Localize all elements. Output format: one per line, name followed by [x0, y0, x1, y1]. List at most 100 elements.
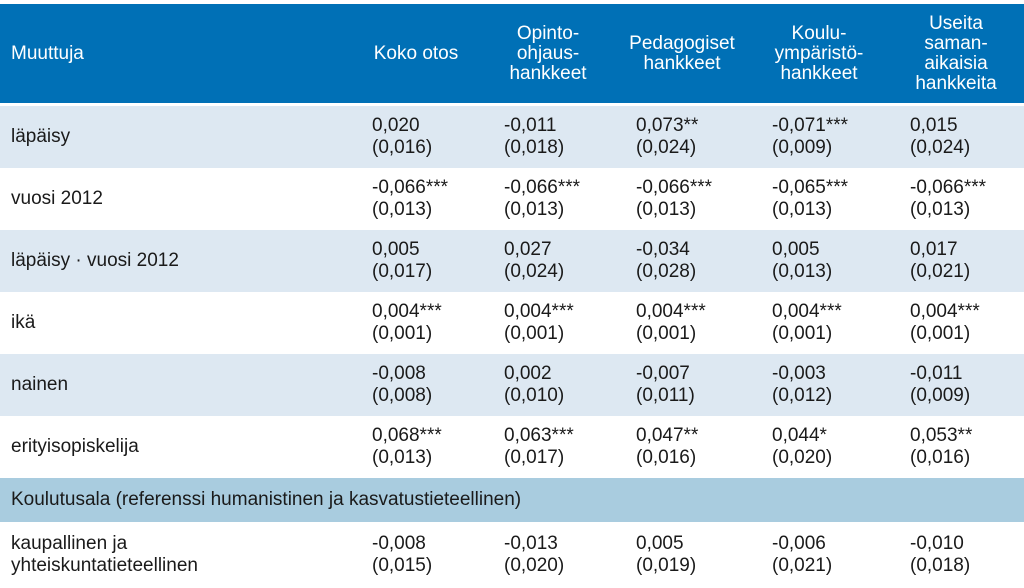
cell: 0,005 (0,017) — [350, 230, 482, 292]
se: (0,001) — [636, 323, 697, 344]
se: (0,020) — [772, 447, 833, 468]
cell: 0,020 (0,016) — [350, 104, 482, 168]
coef: -0,065*** — [772, 177, 849, 198]
row-label: nainen — [0, 354, 350, 416]
table-row: vuosi 2012 -0,066*** (0,013) -0,066*** (0,… — [0, 168, 1024, 230]
se: (0,010) — [504, 385, 565, 406]
cell: -0,066*** (0,013) — [482, 168, 614, 230]
row-label: erityisopiskelija — [0, 416, 350, 478]
se: (0,018) — [504, 137, 565, 158]
coef: 0,053** — [910, 425, 973, 446]
se: (0,013) — [636, 199, 697, 220]
row-label: kaupallinen ja yhteiskuntatieteellinen — [0, 522, 350, 588]
coef: 0,044* — [772, 425, 827, 446]
header-muuttuja: Muuttuja — [0, 0, 350, 106]
se: (0,015) — [372, 555, 433, 576]
se: (0,016) — [636, 447, 697, 468]
cell: -0,007 (0,011) — [614, 354, 750, 416]
coef: 0,020 — [372, 115, 420, 136]
se: (0,016) — [372, 137, 433, 158]
cell: 0,004*** (0,001) — [750, 292, 888, 354]
coef: 0,047** — [636, 425, 699, 446]
cell: 0,004*** (0,001) — [888, 292, 1024, 354]
cell: -0,066*** (0,013) — [350, 168, 482, 230]
cell: -0,011 (0,018) — [482, 104, 614, 168]
cell: -0,013 (0,020) — [482, 522, 614, 588]
se: (0,013) — [772, 261, 833, 282]
cell: 0,004*** (0,001) — [614, 292, 750, 354]
cell: 0,015 (0,024) — [888, 104, 1024, 168]
cell: 0,068*** (0,013) — [350, 416, 482, 478]
coef: -0,034 — [636, 239, 690, 260]
cell: -0,066*** (0,013) — [888, 168, 1024, 230]
coef: 0,004*** — [636, 301, 706, 322]
cell: 0,004*** (0,001) — [482, 292, 614, 354]
coef: 0,004*** — [772, 301, 842, 322]
cell: 0,004*** (0,001) — [350, 292, 482, 354]
coef: 0,005 — [372, 239, 420, 260]
coef: -0,007 — [636, 363, 690, 384]
table-row: läpäisy · vuosi 2012 0,005 (0,017) 0,027(… — [0, 230, 1024, 292]
se: (0,021) — [910, 261, 971, 282]
coef: 0,004*** — [504, 301, 574, 322]
coef: 0,005 — [772, 239, 820, 260]
se: (0,024) — [910, 137, 971, 158]
coef: 0,027 — [504, 239, 552, 260]
coef: 0,004*** — [372, 301, 442, 322]
table-row: nainen -0,008 (0,008) 0,002 (0,010) -0,007… — [0, 354, 1024, 416]
se: (0,001) — [372, 323, 433, 344]
cell: 0,063*** (0,017) — [482, 416, 614, 478]
header-koko-otos: Koko otos — [350, 0, 482, 106]
coef: 0,068*** — [372, 425, 442, 446]
coef: -0,010 — [910, 533, 964, 554]
cell: 0,073** (0,024) — [614, 104, 750, 168]
coef: 0,017 — [910, 239, 958, 260]
cell: -0,010 (0,018) — [888, 522, 1024, 588]
header-opinto-ohjaus: Opinto- ohjaus- hankkeet — [482, 0, 614, 106]
coef: -0,011 — [910, 363, 963, 384]
se: (0,009) — [772, 137, 833, 158]
se: (0,020) — [504, 555, 565, 576]
se: (0,008) — [372, 385, 433, 406]
cell: -0,003 (0,012) — [750, 354, 888, 416]
row-label-line: kaupallinen ja — [11, 533, 128, 554]
coef: -0,006 — [772, 533, 826, 554]
cell: 0,044* (0,020) — [750, 416, 888, 478]
se: (0,017) — [372, 261, 433, 282]
se: (0,017) — [504, 447, 565, 468]
row-label-line: yhteiskuntatieteellinen — [11, 555, 198, 576]
table-header: Muuttuja Koko otos Opinto- ohjaus- hankk… — [0, 0, 1024, 106]
cell: -0,008 (0,015) — [350, 522, 482, 588]
cell: -0,065*** (0,013) — [750, 168, 888, 230]
cell: 0,002 (0,010) — [482, 354, 614, 416]
se: (0,013) — [372, 199, 433, 220]
cell: 0,053** (0,016) — [888, 416, 1024, 478]
cell: -0,034 (0,028) — [614, 230, 750, 292]
se: (0,016) — [910, 447, 971, 468]
se: (0,001) — [772, 323, 833, 344]
se: (0,001) — [504, 323, 565, 344]
cell: 0,027 (0,024) — [482, 230, 614, 292]
coef: 0,073** — [636, 115, 699, 136]
cell: 0,047** (0,016) — [614, 416, 750, 478]
row-label: vuosi 2012 — [0, 168, 350, 230]
section-row: Koulutusala (referenssi humanistinen ja … — [0, 478, 1024, 522]
se: (0,018) — [910, 555, 971, 576]
row-label: läpäisy · vuosi 2012 — [0, 230, 350, 292]
section-label: Koulutusala (referenssi humanistinen ja … — [0, 478, 1024, 522]
se: (0,021) — [772, 555, 833, 576]
se: (0,013) — [772, 199, 833, 220]
coef: 0,015 — [910, 115, 958, 136]
row-label: läpäisy — [0, 104, 350, 168]
cell: -0,071*** (0,009) — [750, 104, 888, 168]
cell: 0,017 (0,021) — [888, 230, 1024, 292]
cell: 0,005 (0,019) — [614, 522, 750, 588]
cell: -0,066*** (0,013) — [614, 168, 750, 230]
coef: -0,071*** — [772, 115, 849, 136]
se: (0,012) — [772, 385, 833, 406]
se: (0,028) — [636, 261, 697, 282]
table-row: läpäisy 0,020 (0,016) -0,011 (0,018) 0,073… — [0, 104, 1024, 168]
coef: 0,004*** — [910, 301, 980, 322]
coef: -0,008 — [372, 363, 426, 384]
